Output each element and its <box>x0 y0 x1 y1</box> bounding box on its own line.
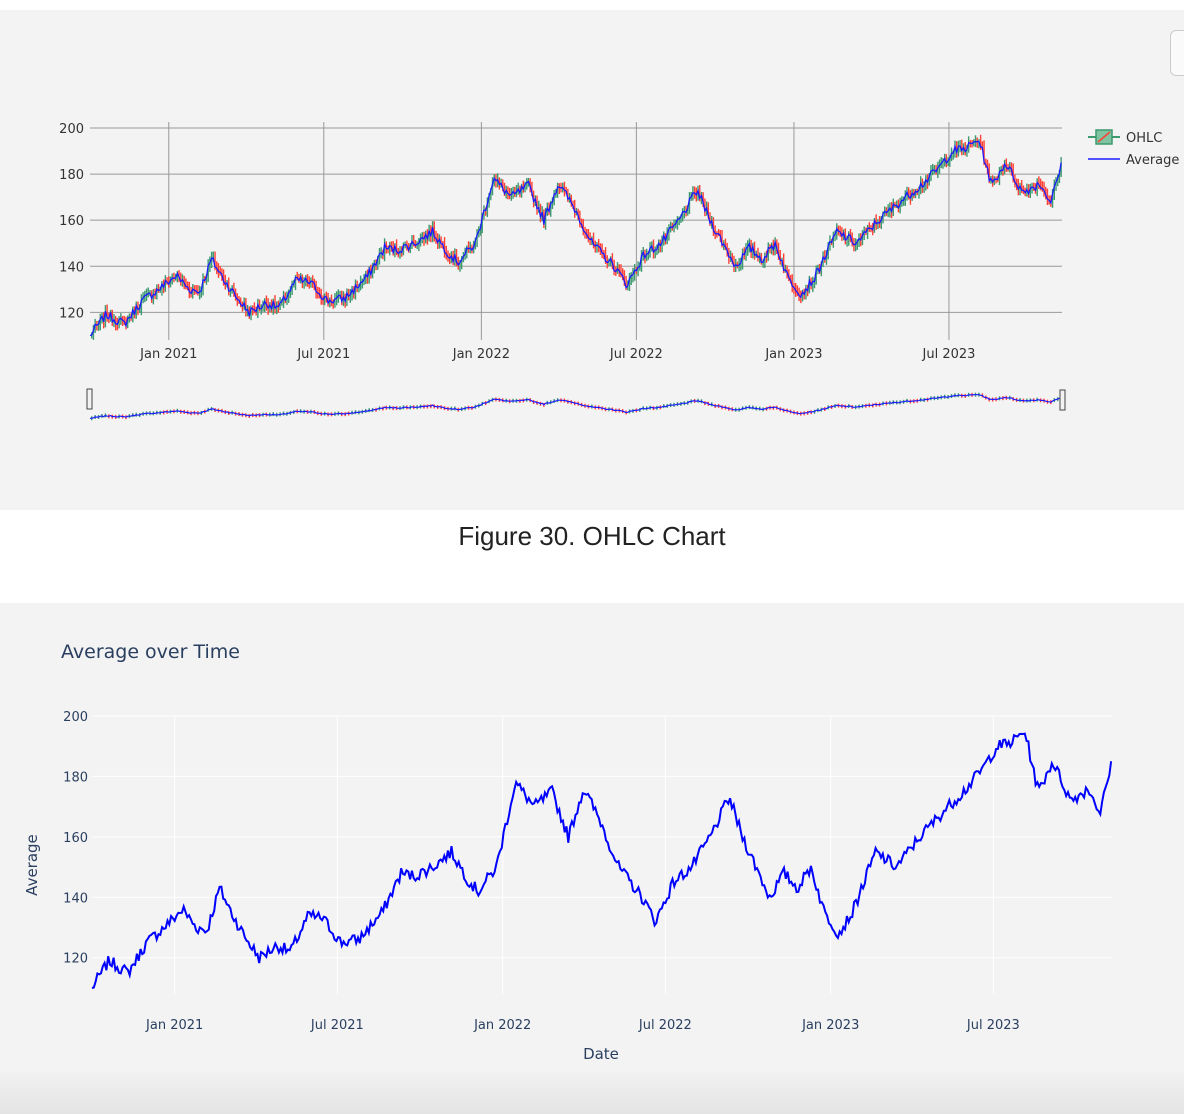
average-line <box>89 140 1062 337</box>
average-series-line <box>91 732 1113 989</box>
y-tick-label: 140 <box>63 891 88 906</box>
x-axis-title: Date <box>583 1045 619 1063</box>
modebar-toggle[interactable] <box>1170 30 1184 76</box>
range-slider-line <box>90 393 1062 419</box>
y-tick-label: 200 <box>59 122 84 137</box>
legend-ohlc-label: OHLC <box>1126 131 1162 146</box>
y-axis-title: Average <box>23 834 41 896</box>
x-tick-label: Jan 2023 <box>801 1018 859 1033</box>
ohlc-chart-panel: 120 140 160 180 200 Jan 2021 Jul 2021 Jan 2022 J… <box>0 10 1184 510</box>
y-tick-label: 160 <box>59 214 84 229</box>
average-chart-panel: Average over Time 120 140 160 180 200 Jan 2021… <box>0 603 1184 1114</box>
x-tick-label: Jan 2023 <box>764 347 822 362</box>
x-tick-label: Jul 2021 <box>296 347 350 362</box>
legend-average-label: Average <box>1126 153 1179 168</box>
x-tick-label: Jan 2022 <box>473 1018 531 1033</box>
y-tick-label: 180 <box>59 168 84 183</box>
x-tick-label: Jan 2022 <box>452 347 510 362</box>
x-tick-label: Jan 2021 <box>145 1018 203 1033</box>
x-tick-label: Jul 2023 <box>966 1018 1020 1033</box>
x-tick-label: Jan 2021 <box>139 347 197 362</box>
y-tick-label: 180 <box>63 770 88 785</box>
y-tick-label: 120 <box>63 952 88 967</box>
y-tick-label: 120 <box>59 306 84 321</box>
ohlc-chart: 120 140 160 180 200 Jan 2021 Jul 2021 Jan 2022 J… <box>59 122 1179 421</box>
figure-caption: Figure 30. OHLC Chart <box>458 521 726 551</box>
chart-title: Average over Time <box>61 641 240 663</box>
legend-ohlc-slash <box>1097 131 1111 143</box>
y-tick-label: 160 <box>63 831 88 846</box>
range-slider-handle-right <box>1059 389 1066 411</box>
x-tick-label: Jul 2022 <box>638 1018 692 1033</box>
x-tick-label: Jul 2023 <box>922 347 976 362</box>
x-tick-label: Jul 2022 <box>609 347 663 362</box>
range-slider-handle-left <box>86 388 93 410</box>
y-tick-label: 140 <box>59 260 84 275</box>
x-tick-label: Jul 2021 <box>310 1018 364 1033</box>
average-line-chart: Average over Time 120 140 160 180 200 Jan 2021… <box>23 641 1113 1063</box>
page-bottom-bar <box>0 1072 1184 1114</box>
y-tick-label: 200 <box>63 710 88 725</box>
